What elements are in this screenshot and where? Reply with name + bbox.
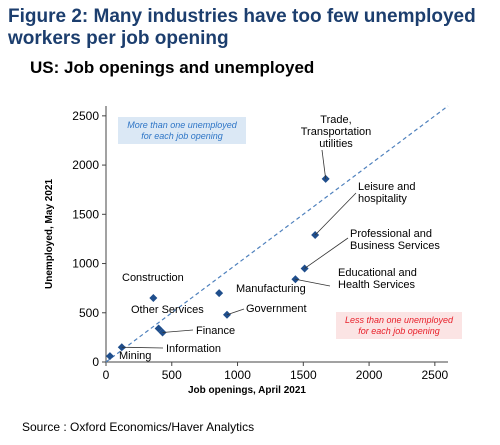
upper-region-box [118,117,246,144]
data-point-label: Government [246,303,307,315]
label-leader-line [314,192,357,236]
label-leader-line [295,278,331,287]
x-tick-label: 500 [162,368,182,382]
y-tick-label: 2000 [72,158,99,172]
data-point-label: Transportation [301,126,372,138]
data-point-marker [215,289,224,298]
equality-line [105,105,449,363]
label-leader-line [162,329,194,333]
label-leader-line [321,149,327,179]
y-axis-label: Unemployed, May 2021 [44,179,55,289]
x-tick-label: 1000 [224,368,251,382]
source-note: Source : Oxford Economics/Haver Analytic… [22,420,255,434]
figure-title: Figure 2: Many industries have too few u… [8,6,476,49]
data-point-label: Health Services [338,279,416,291]
data-point-label: Leisure and [358,181,416,193]
y-tick-label: 2500 [72,109,99,123]
data-point-label: Trade, [320,114,351,126]
data-point-marker [149,294,158,302]
y-tick-label: 1500 [72,207,99,221]
data-point-label: hospitality [358,193,407,205]
label-leader-line [304,237,349,269]
label-leader-line [121,346,164,349]
chart-title: US: Job openings and unemployed [30,58,315,77]
data-point-label: Educational and [338,267,417,279]
upper-region-line2: for each job opening [141,131,223,141]
y-tick-label: 1000 [72,257,99,271]
x-tick-label: 1500 [290,368,317,382]
data-point-label: Business Services [350,240,440,252]
label-leader-line [226,308,245,316]
data-point-label: Other Services [131,304,204,316]
data-point-label: Construction [122,272,184,284]
lower-region-box [336,312,462,339]
data-point-label: Professional and [350,228,432,240]
data-point-label: utilities [319,138,353,150]
x-axis-label: Job openings, April 2021 [188,385,306,396]
x-tick-label: 2500 [421,368,448,382]
y-tick-label: 500 [79,306,99,320]
upper-region-line1: More than one unemployed [127,120,238,130]
lower-region-line1: Less than one unemployed [345,315,454,325]
lower-region-line2: for each job opening [358,326,440,336]
x-tick-label: 0 [103,368,110,382]
x-tick-label: 2000 [356,368,383,382]
data-point-label: Manufacturing [236,283,306,295]
data-point-label: Finance [196,325,235,337]
data-point-label: Mining [119,350,151,362]
data-point-marker [105,352,114,361]
data-point-label: Information [166,343,221,355]
y-tick-label: 0 [92,355,99,369]
